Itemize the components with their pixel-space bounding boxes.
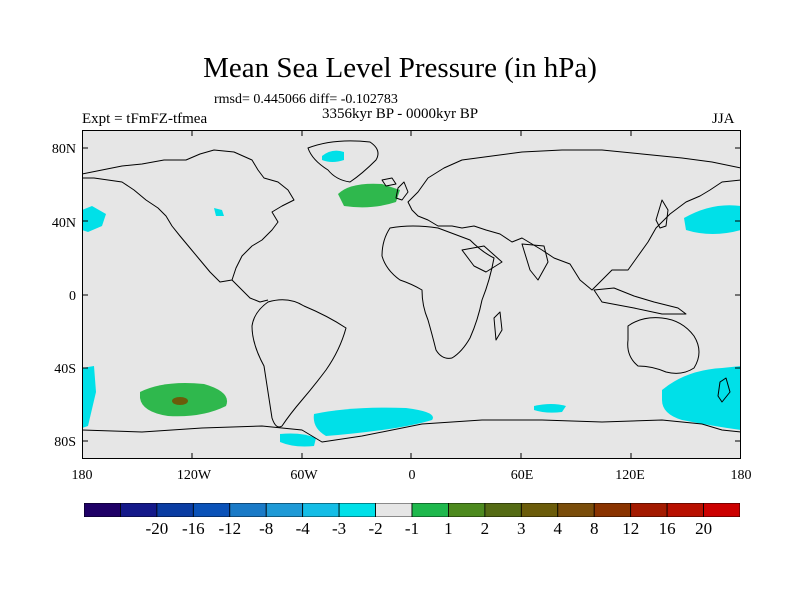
season-label: JJA (712, 111, 735, 127)
coast-central-america (231, 279, 269, 303)
anomaly-brown-south-pacific (172, 397, 188, 405)
coast-south-america (251, 299, 347, 428)
colorbar-cell (192, 503, 231, 517)
coast-iceland (381, 177, 397, 187)
anomaly-cyan-south-pacific-w (82, 366, 96, 428)
colorbar-cell (557, 503, 595, 517)
colorbar-cell (520, 503, 559, 517)
period-text: 3356kyr BP - 0000kyr BP (322, 106, 479, 122)
colorbar-label: 3 (517, 519, 526, 538)
anomaly-cyan-west-pacific-n (82, 206, 106, 232)
coast-india (521, 243, 549, 281)
colorbar-cell (84, 503, 121, 517)
coast-eurasia (407, 149, 741, 291)
colorbar-label: -12 (218, 519, 242, 538)
colorbar-label: -3 (332, 519, 347, 538)
colorbar-label: 16 (658, 519, 676, 538)
lon-label: 60E (510, 468, 534, 483)
coast-arabia (461, 245, 503, 273)
lon-label: 120W (176, 468, 212, 483)
coast-africa (381, 225, 495, 359)
lat-label: 80N (51, 142, 76, 157)
anomaly-fields (82, 150, 741, 447)
colorbar-label: -1 (404, 519, 420, 538)
lon-label: 60W (290, 468, 318, 483)
colorbar-label: 1 (444, 519, 453, 538)
colorbar-label: -8 (259, 519, 274, 538)
coast-new-zealand (717, 377, 731, 403)
colorbar-label: 4 (553, 519, 563, 538)
coast-indonesia (593, 287, 687, 315)
colorbar-label: 8 (589, 519, 599, 538)
coast-uk (395, 181, 409, 201)
axis-ticks (82, 130, 741, 459)
anomaly-cyan-south-indian (534, 404, 566, 413)
coast-japan (655, 199, 669, 229)
lat-label: 0 (69, 289, 76, 304)
coast-antarctica (82, 419, 741, 443)
lat-label: 40N (51, 216, 76, 231)
colorbar-cell (375, 503, 413, 517)
colorbar-cell (265, 503, 304, 517)
anomaly-cyan-hudson (214, 208, 224, 216)
colorbar-cell (156, 503, 194, 517)
lon-label: 180 (730, 468, 752, 483)
lon-label: 120E (615, 468, 645, 483)
coast-north-america (82, 149, 295, 283)
anomaly-cyan-southern-australia (662, 366, 741, 430)
colorbar (84, 503, 740, 517)
colorbar-label: -2 (368, 519, 383, 538)
lat-label: 80S (54, 435, 76, 450)
anomaly-cyan-greenland (322, 150, 344, 162)
anomaly-cyan-north-pacific-e (684, 205, 741, 234)
colorbar-label: -20 (145, 519, 169, 538)
coastlines (82, 140, 741, 443)
anomaly-cyan-weddell (280, 433, 316, 447)
stats-text: rmsd= 0.445066 diff= -0.102783 (214, 92, 398, 107)
colorbar-cell (229, 503, 267, 517)
colorbar-cell (120, 503, 158, 517)
colorbar-cell (484, 503, 522, 517)
experiment-label: Expt = tFmFZ-tfmea (82, 111, 208, 127)
colorbar-label: 20 (695, 519, 713, 538)
colorbar-cell (666, 503, 704, 517)
colorbar-cell (338, 503, 376, 517)
map-title: Mean Sea Level Pressure (in hPa) (203, 52, 597, 84)
coast-greenland (307, 140, 379, 183)
lon-label: 0 (408, 468, 416, 483)
colorbar-cell (448, 503, 486, 517)
anomaly-green-north-atlantic (338, 183, 400, 208)
coast-madagascar (493, 311, 503, 341)
colorbar-cell (593, 503, 632, 517)
colorbar-label: -4 (295, 519, 310, 538)
colorbar-label: 2 (480, 519, 490, 538)
colorbar-label: 12 (622, 519, 640, 538)
anomaly-cyan-southern-ocean (313, 407, 433, 436)
colorbar-cell (411, 503, 449, 517)
lon-label: 180 (71, 468, 93, 483)
lat-label: 40S (54, 362, 76, 377)
colorbar-cell (630, 503, 668, 517)
colorbar-label: -16 (181, 519, 205, 538)
world-map (82, 130, 741, 459)
colorbar-cell (703, 503, 740, 517)
coast-australia (627, 317, 700, 374)
colorbar-cell (302, 503, 340, 517)
